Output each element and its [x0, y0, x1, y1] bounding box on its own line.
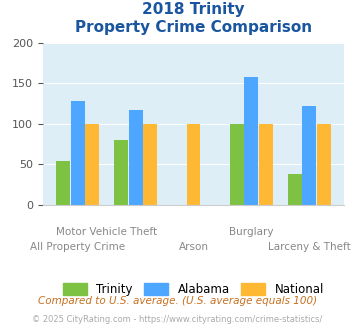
Text: Arson: Arson	[179, 242, 208, 252]
Text: Motor Vehicle Theft: Motor Vehicle Theft	[56, 227, 157, 237]
Bar	[85, 124, 99, 205]
Bar	[244, 77, 258, 205]
Title: 2018 Trinity
Property Crime Comparison: 2018 Trinity Property Crime Comparison	[75, 2, 312, 35]
Bar	[186, 124, 201, 205]
Text: Larceny & Theft: Larceny & Theft	[268, 242, 351, 252]
Bar	[230, 124, 244, 205]
Text: Burglary: Burglary	[229, 227, 274, 237]
Bar	[288, 174, 302, 205]
Bar	[317, 124, 331, 205]
Text: Compared to U.S. average. (U.S. average equals 100): Compared to U.S. average. (U.S. average …	[38, 296, 317, 306]
Text: © 2025 CityRating.com - https://www.cityrating.com/crime-statistics/: © 2025 CityRating.com - https://www.city…	[32, 315, 323, 324]
Bar	[71, 101, 85, 205]
Bar	[259, 124, 273, 205]
Bar	[129, 110, 143, 205]
Legend: Trinity, Alabama, National: Trinity, Alabama, National	[58, 279, 329, 301]
Bar	[56, 161, 70, 205]
Text: All Property Crime: All Property Crime	[30, 242, 125, 252]
Bar	[143, 124, 157, 205]
Bar	[114, 140, 128, 205]
Bar	[302, 106, 316, 205]
